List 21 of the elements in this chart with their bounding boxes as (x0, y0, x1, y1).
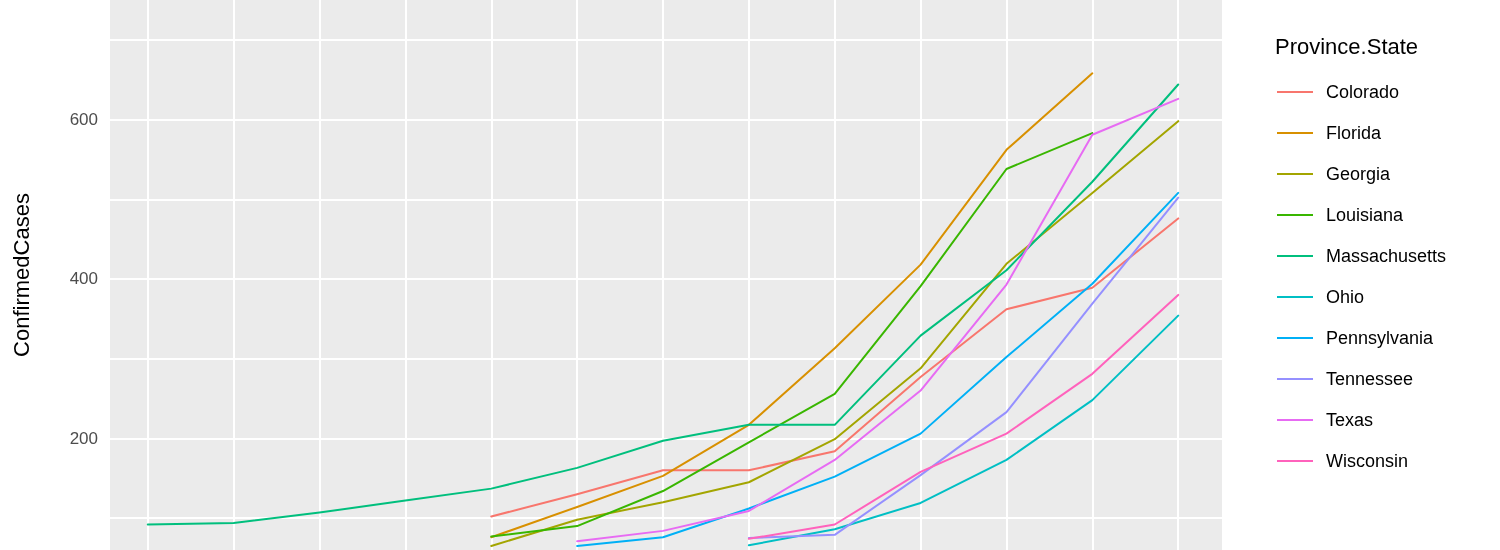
y-tick-label: 600 (69, 110, 98, 130)
legend-label: Louisiana (1326, 205, 1405, 225)
line-series (490, 120, 1180, 548)
y-tick-label: 200 (69, 428, 98, 448)
legend-label: Wisconsin (1326, 451, 1409, 471)
line-series (146, 83, 1180, 526)
legend-label: Massachusetts (1326, 246, 1447, 266)
legend-label: Florida (1326, 123, 1383, 143)
legend-label: Tennessee (1326, 369, 1414, 389)
legend-title: Province.State (1275, 33, 1419, 59)
line-series (490, 217, 1180, 518)
legend-label: Texas (1326, 410, 1374, 430)
line-series (747, 196, 1180, 540)
line-series (576, 97, 1180, 543)
y-axis-title: ConfirmedCases (8, 193, 34, 357)
legend-label: Ohio (1326, 287, 1365, 307)
legend-label: Colorado (1326, 82, 1400, 102)
legend-label: Georgia (1326, 164, 1392, 184)
legend-label: Pennsylvania (1326, 328, 1435, 348)
y-tick-label: 400 (69, 269, 98, 289)
line-series (576, 191, 1180, 548)
